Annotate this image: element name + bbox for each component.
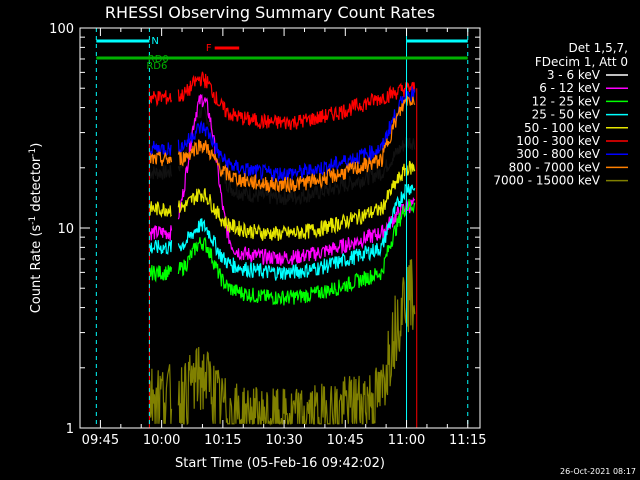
series-line (148, 259, 416, 426)
legend-label: 800 - 7000 keV (509, 160, 601, 174)
y-tick-label: 10 (57, 222, 74, 237)
x-tick-label: 10:45 (327, 433, 364, 448)
legend-header-line-2: FDecim 1, Att 0 (535, 55, 628, 69)
series-line (148, 183, 416, 281)
x-tick-label: 10:00 (143, 433, 180, 448)
x-tick-label: 10:30 (265, 433, 302, 448)
y-axis: 1 10 100 (49, 22, 480, 437)
y-tick-label: 1 (66, 422, 74, 437)
interval-label: RD6 (146, 61, 167, 72)
series-layer (148, 71, 418, 428)
legend-label: 300 - 800 keV (516, 147, 600, 161)
legend-label: 6 - 12 keV (539, 81, 601, 95)
x-tick-label: 09:45 (82, 433, 119, 448)
legend-label: 100 - 300 keV (516, 134, 600, 148)
x-axis: 09:45 10:00 10:15 10:30 10:45 11:00 11:15 (82, 28, 486, 448)
series-line (148, 95, 416, 194)
y-axis-label: Count Rate (s-1 detector-1) (28, 143, 44, 314)
legend-label: 3 - 6 keV (547, 68, 601, 82)
legend-label: 25 - 50 keV (532, 108, 601, 122)
legend-label: 50 - 100 keV (524, 121, 601, 135)
series-line (148, 71, 416, 131)
series-line (148, 199, 416, 306)
interval-label: F (206, 43, 212, 54)
series-line (148, 103, 416, 206)
interval-label: RD0 (148, 54, 169, 65)
footer-date: 26-Oct-2021 08:17 (560, 467, 636, 476)
x-tick-label: 11:15 (449, 433, 486, 448)
series-line (148, 160, 416, 241)
x-tick-label: 11:00 (388, 433, 425, 448)
legend-label: 12 - 25 keV (532, 94, 601, 108)
x-axis-label: Start Time (05-Feb-16 09:42:02) (175, 456, 385, 471)
legend-header-line-1: Det 1,5,7, (569, 41, 629, 55)
legend-label: 7000 - 15000 keV (493, 174, 600, 188)
x-tick-label: 10:15 (204, 433, 241, 448)
interval-label: N (151, 36, 158, 47)
y-tick-label: 100 (49, 22, 74, 37)
chart-title: RHESSI Observing Summary Count Rates (105, 3, 435, 22)
